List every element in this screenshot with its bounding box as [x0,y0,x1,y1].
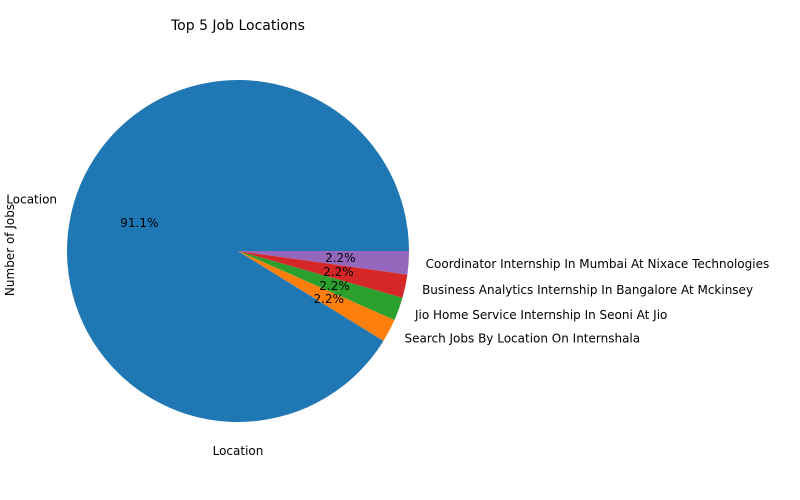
pie-category-label-1: Location [6,193,57,207]
pie-slices [67,80,410,422]
pie-labels: 91.1% Location 2.2% Search Jobs By Location… [6,193,769,346]
pie-category-label-3: Jio Home Service Internship In Seoni At … [414,308,667,322]
pie-percent-label-3: 2.2% [319,279,350,293]
chart-title: Top 5 Job Locations [170,18,305,34]
pie-category-label-5: Coordinator Internship In Mumbai At Nixa… [426,257,770,271]
pie-slice-2 [238,251,395,341]
y-axis-label: Number of Jobs [3,204,17,296]
pie-percent-label-4: 2.2% [323,265,354,279]
pie-percent-label-1: 91.1% [120,216,158,230]
pie-category-label-4: Business Analytics Internship In Bangalo… [422,283,753,297]
pie-slice-4 [238,251,408,298]
pie-percent-label-2: 2.2% [314,292,345,306]
pie-percent-label-5: 2.2% [325,251,356,265]
pie-slice-5 [238,251,409,275]
x-axis-label: Location [213,444,264,458]
pie-category-label-2: Search Jobs By Location On Internshala [404,332,640,346]
pie-slice-3 [238,251,403,320]
